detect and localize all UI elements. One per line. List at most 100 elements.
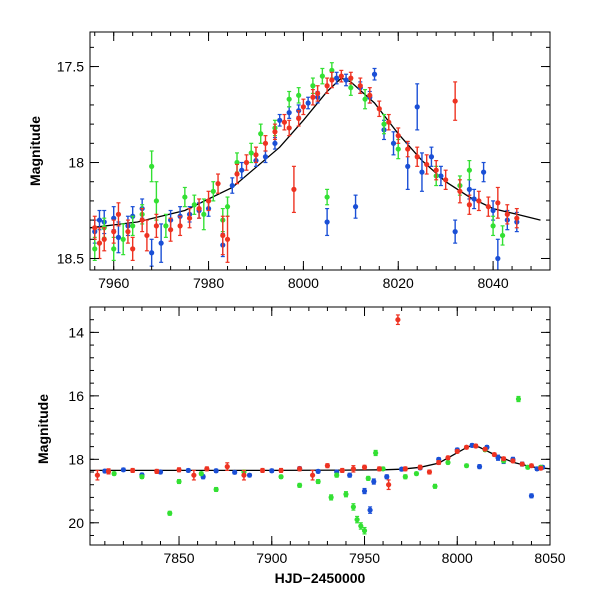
top-panel-point-green [163,213,169,238]
bottom-panel-frame [89,306,551,546]
top-panel-point-red [485,196,491,217]
top-panel-point-blue [115,221,122,254]
bottom-panel-point-red [402,466,408,472]
top-panel-point-red [130,236,136,262]
bottom-panel-point-red [386,479,392,491]
bottom-panel-point-blue [246,472,253,478]
bottom-panel-point-blue [371,478,377,485]
bottom-panel-point-red [491,451,497,458]
bottom-panel-point-green [296,482,303,488]
top-panel-point-blue [286,106,292,119]
bottom-panel-point-blue [185,467,191,474]
bottom-panel-point-red [501,456,507,462]
bottom-panel-x-axis-label: HJD−2450000 [275,570,366,586]
top-panel-point-red [424,154,430,175]
bottom-panel-point-green [445,459,451,466]
bottom-panel-x-tick-label: 7900 [256,550,287,566]
bottom-panel-point-red [519,461,525,467]
bottom-panel-point-red [445,455,451,461]
top-panel-point-green [92,236,98,262]
top-panel-point-green [296,87,302,104]
top-panel-point-blue [158,223,164,263]
top-panel-point-red [220,215,226,256]
top-panel-point-green [182,186,188,208]
top-panel-point-red [243,154,250,171]
bottom-panel-point-red [339,467,345,474]
top-panel-point-green [130,215,136,237]
top-panel-axes: 7960 7980 8000 8020 8040 17.5 18 18.5 [57,31,551,291]
top-panel-point-green [319,67,325,85]
bottom-panel-point-red [191,469,197,481]
bottom-panel-points-layer [94,314,546,535]
bottom-panel-x-tick-label: 8000 [442,550,473,566]
top-panel-point-green [224,196,231,217]
top-panel-y-tick-label: 17.5 [57,59,84,75]
top-panel-point-blue [333,71,340,85]
bottom-panel-point-blue [232,469,238,475]
top-panel-x-tick-label: 7960 [98,275,129,291]
top-panel-point-red [452,81,458,121]
top-panel-point-red [168,217,174,242]
top-panel-point-red [443,169,449,190]
bottom-panel-point-red [528,463,535,469]
top-panel-point-green [210,181,216,202]
bottom-panel-point-red [473,443,479,449]
top-panel-point-red [296,110,302,127]
bottom-panel-point-red [395,314,401,326]
bottom-panel-point-green [167,510,173,516]
top-panel-point-green [381,113,387,135]
bottom-panel-point-blue [269,468,275,474]
top-panel-point-blue [371,67,378,81]
bottom-panel-x-tick-label: 8050 [534,550,565,566]
bottom-panel-point-green [334,472,340,478]
bottom-panel-point-red [204,466,210,472]
bottom-panel-point-red [309,469,316,481]
top-panel-point-red [286,119,292,137]
top-panel-point-blue [343,73,349,87]
top-panel-x-tick-label: 8020 [383,275,414,291]
top-panel-point-green [286,90,292,108]
top-panel-point-blue [239,161,245,179]
top-panel-point-red [281,113,288,131]
bottom-panel-point-blue [399,466,405,472]
top-panel-point-red [224,215,231,263]
top-panel-model-layer [90,77,541,229]
top-panel-point-blue [305,96,311,110]
bottom-panel-point-green [139,474,145,480]
top-panel-point-blue [277,113,283,127]
top-panel-point-green [248,142,254,164]
bottom-panel-point-red [105,468,112,475]
top-panel-point-red [457,179,463,204]
top-panel-point-red [338,69,344,83]
bottom-panel-point-red [278,467,284,474]
top-panel-point-red [495,186,501,219]
top-panel-point-blue [438,165,444,187]
bottom-panel-point-green [213,486,219,493]
top-panel-point-red [253,146,259,164]
top-panel-point-green [324,188,330,206]
top-panel-point-red [272,123,278,141]
top-panel-point-blue [390,131,397,156]
top-panel-point-red [234,163,240,185]
bottom-panel-point-green [413,471,420,477]
top-panel-y-tick-label: 18.5 [57,250,84,266]
top-panel-point-blue [452,219,458,244]
bottom-panel-point-red [510,458,516,464]
top-panel-point-green [258,123,264,144]
top-panel-point-red [291,165,297,214]
top-panel-chart: 7960 7980 8000 8020 8040 17.5 18 18.5 Magnitude [27,31,551,291]
top-panel-point-red [386,113,392,131]
bottom-panel-point-red [296,466,303,472]
top-panel-point-green [120,223,126,256]
bottom-panel-point-blue [367,506,373,514]
bottom-panel-point-red [482,446,488,452]
top-panel-point-red [405,140,411,158]
top-panel-point-red [433,159,439,181]
top-panel-point-green [490,215,496,237]
top-panel-point-red [101,227,107,252]
top-panel-point-blue [414,83,420,131]
top-panel-point-red [466,194,472,215]
bottom-panel-point-red [538,465,544,471]
bottom-panel-point-green [402,474,408,480]
bottom-panel-point-green [350,503,356,511]
